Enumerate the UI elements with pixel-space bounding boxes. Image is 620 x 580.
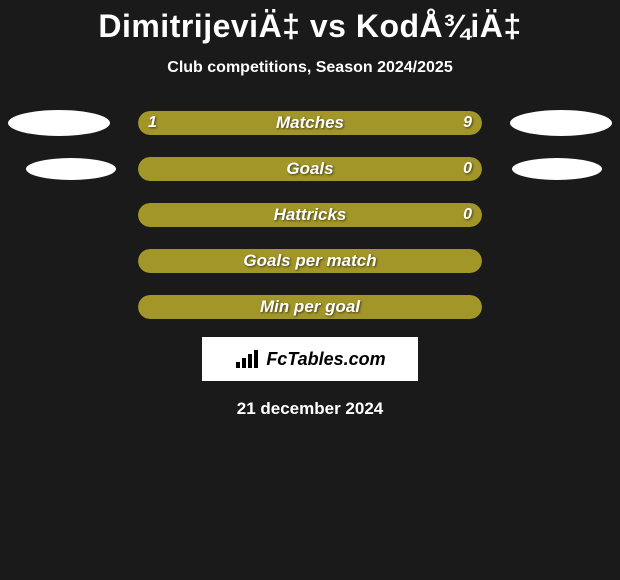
chart-icon (234, 348, 260, 370)
player-left-marker (8, 110, 110, 136)
stat-row-min-per-goal: Min per goal (0, 295, 620, 319)
stat-right-value: 0 (463, 160, 472, 178)
logo-text: FcTables.com (266, 349, 385, 370)
stat-bar: Hattricks 0 (138, 203, 482, 227)
comparison-widget: DimitrijeviÄ‡ vs KodÅ¾iÄ‡ Club competiti… (0, 0, 620, 419)
stat-right-value: 9 (463, 114, 472, 132)
stat-row-goals: Goals 0 (0, 157, 620, 181)
date-label: 21 december 2024 (237, 399, 384, 419)
stats-rows: 1 Matches 9 Goals 0 Hattricks 0 (0, 111, 620, 319)
stat-label: Hattricks (274, 205, 347, 225)
player-right-marker (512, 158, 602, 180)
page-title: DimitrijeviÄ‡ vs KodÅ¾iÄ‡ (98, 8, 521, 45)
stat-left-value: 1 (148, 114, 157, 132)
stat-label: Goals (286, 159, 333, 179)
stat-bar: Goals 0 (138, 157, 482, 181)
stat-bar: 1 Matches 9 (138, 111, 482, 135)
stat-row-matches: 1 Matches 9 (0, 111, 620, 135)
stat-label: Min per goal (260, 297, 360, 317)
stat-label: Matches (276, 113, 344, 133)
stat-row-hattricks: Hattricks 0 (0, 203, 620, 227)
stat-row-goals-per-match: Goals per match (0, 249, 620, 273)
fctables-logo[interactable]: FcTables.com (202, 337, 418, 381)
stat-bar: Goals per match (138, 249, 482, 273)
stat-label: Goals per match (243, 251, 376, 271)
subtitle: Club competitions, Season 2024/2025 (167, 59, 452, 77)
stat-right-value: 0 (463, 206, 472, 224)
player-right-marker (510, 110, 612, 136)
player-left-marker (26, 158, 116, 180)
stat-bar: Min per goal (138, 295, 482, 319)
